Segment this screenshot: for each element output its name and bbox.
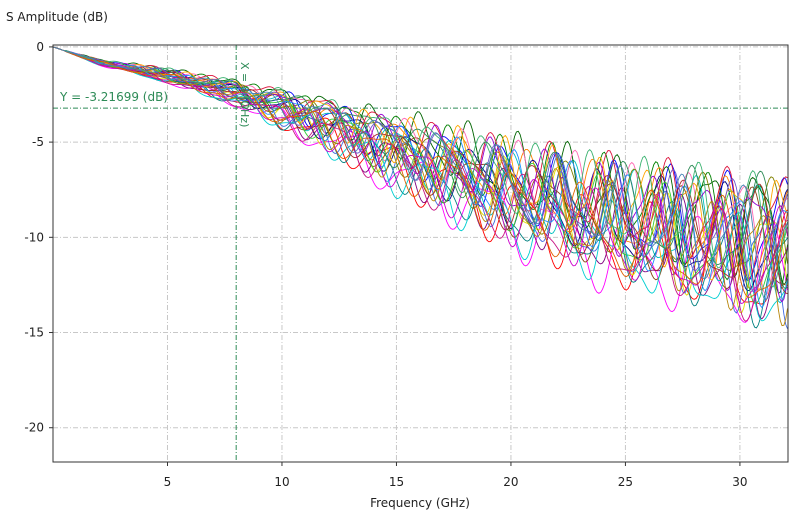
x-tick-label: 10 xyxy=(274,475,289,489)
x-cursor-label: X = 8 (GHz) xyxy=(238,62,251,127)
series-line-21 xyxy=(52,46,788,294)
series-line-25 xyxy=(52,46,788,327)
plot-frame xyxy=(52,44,789,463)
x-tick-label: 25 xyxy=(618,475,633,489)
series-line-29 xyxy=(52,46,788,298)
series-line-27 xyxy=(52,46,788,322)
series-line-28 xyxy=(52,46,788,288)
y-axis-title: S Amplitude (dB) xyxy=(6,10,108,24)
series-line-30 xyxy=(52,46,788,301)
x-tick-label: 15 xyxy=(389,475,404,489)
curves xyxy=(52,46,788,329)
x-tick-label: 20 xyxy=(503,475,518,489)
x-tick-label: 5 xyxy=(164,475,172,489)
y-tick-label: -20 xyxy=(24,421,44,435)
y-cursor-label: Y = -3.21699 (dB) xyxy=(59,90,168,104)
x-tick-label: 30 xyxy=(732,475,747,489)
series-line-9 xyxy=(52,46,788,292)
y-tick-label: -10 xyxy=(24,230,44,244)
series-line-23 xyxy=(52,46,788,305)
series-line-22 xyxy=(52,46,788,309)
series-line-4 xyxy=(52,46,788,323)
y-tick-label: -5 xyxy=(32,135,44,149)
y-tick-label: 0 xyxy=(36,40,44,54)
y-tick-label: -15 xyxy=(24,326,44,340)
x-axis-title: Frequency (GHz) xyxy=(370,496,470,510)
series-line-13 xyxy=(52,46,788,329)
